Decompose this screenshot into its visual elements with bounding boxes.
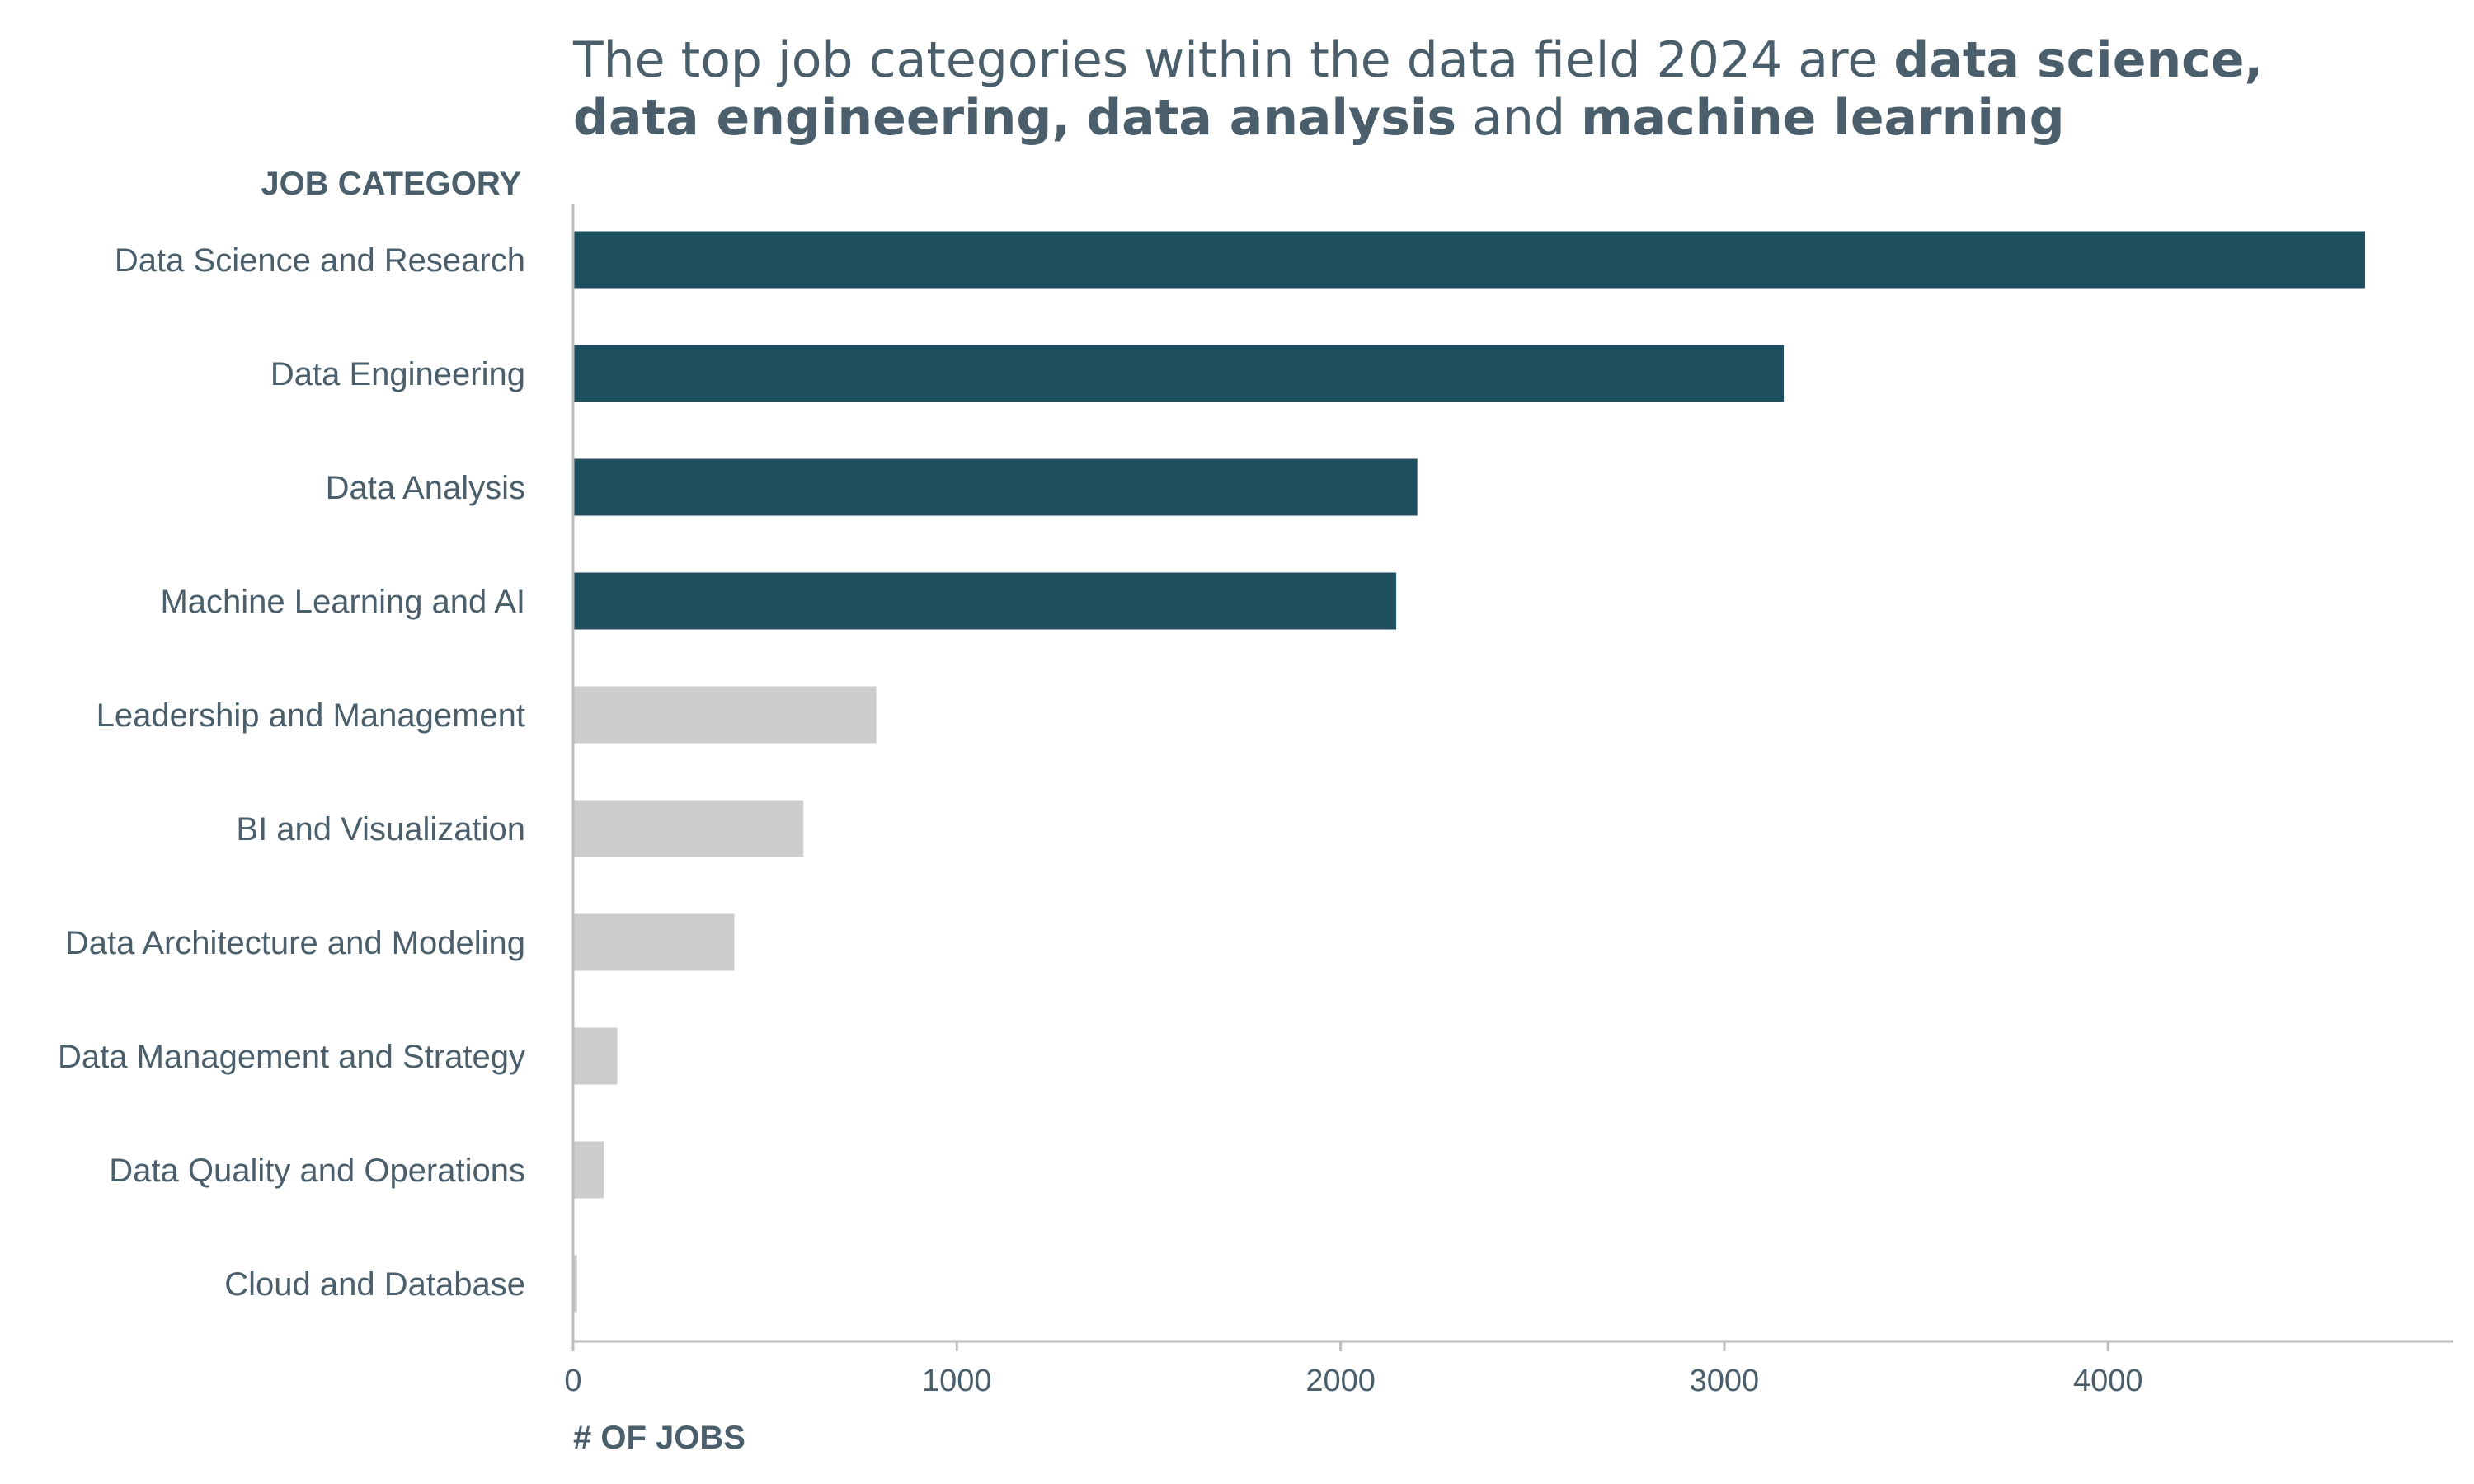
bar-machine-learning-and-ai bbox=[573, 572, 1397, 630]
title-line-2-segment-0: data engineering, bbox=[573, 89, 1070, 147]
chart-title-line-1: The top job categories within the data f… bbox=[572, 31, 2263, 89]
bar-cloud-and-database bbox=[573, 1255, 577, 1313]
bar-data-architecture-and-modeling bbox=[573, 913, 735, 971]
x-tick-label: 3000 bbox=[1690, 1364, 1760, 1398]
x-tick-label: 2000 bbox=[1305, 1364, 1376, 1398]
category-label: Leadership and Management bbox=[96, 697, 525, 734]
bar-leadership-and-management bbox=[573, 686, 877, 744]
x-axis-label: # OF JOBS bbox=[573, 1420, 745, 1456]
bar-data-engineering bbox=[573, 345, 1785, 402]
title-line-2-segment-2: data analysis bbox=[1086, 89, 1456, 147]
category-label: Data Science and Research bbox=[115, 242, 525, 279]
x-tick-label: 0 bbox=[564, 1364, 581, 1398]
category-label: Data Architecture and Modeling bbox=[65, 925, 525, 961]
bar-data-science-and-research bbox=[573, 231, 2365, 289]
category-label: Data Quality and Operations bbox=[109, 1153, 525, 1189]
chart-title: The top job categories within the data f… bbox=[572, 31, 2263, 147]
x-tick-label: 4000 bbox=[2073, 1364, 2143, 1398]
bar-bi-and-visualization bbox=[573, 800, 804, 857]
bars bbox=[573, 231, 2365, 1313]
bar-data-analysis bbox=[573, 458, 1418, 516]
bar-data-management-and-strategy bbox=[573, 1027, 618, 1085]
title-line-2-segment-3: and bbox=[1456, 89, 1581, 147]
category-labels: Data Science and Research Data Engineerin… bbox=[58, 242, 525, 1303]
category-label: BI and Visualization bbox=[236, 811, 525, 848]
y-axis-label: JOB CATEGORY bbox=[261, 166, 521, 202]
title-line-2-segment-4: machine learning bbox=[1581, 89, 2064, 147]
title-line-2-segment-1 bbox=[1070, 89, 1086, 147]
category-label: Data Management and Strategy bbox=[58, 1039, 525, 1075]
chart-title-line-2: data engineering, data analysis and mach… bbox=[573, 89, 2065, 147]
category-label: Data Analysis bbox=[326, 470, 525, 506]
bar-data-quality-and-operations bbox=[573, 1141, 604, 1199]
x-axis-ticks: 0 1000 2000 3000 4000 bbox=[564, 1341, 2142, 1398]
category-label: Machine Learning and AI bbox=[160, 584, 525, 620]
category-label: Cloud and Database bbox=[224, 1266, 525, 1303]
x-tick-label: 1000 bbox=[922, 1364, 992, 1398]
title-line-1-segment-0: The top job categories within the data f… bbox=[572, 31, 1893, 89]
title-line-1-segment-1: data science, bbox=[1893, 31, 2263, 89]
category-label: Data Engineering bbox=[270, 356, 525, 392]
